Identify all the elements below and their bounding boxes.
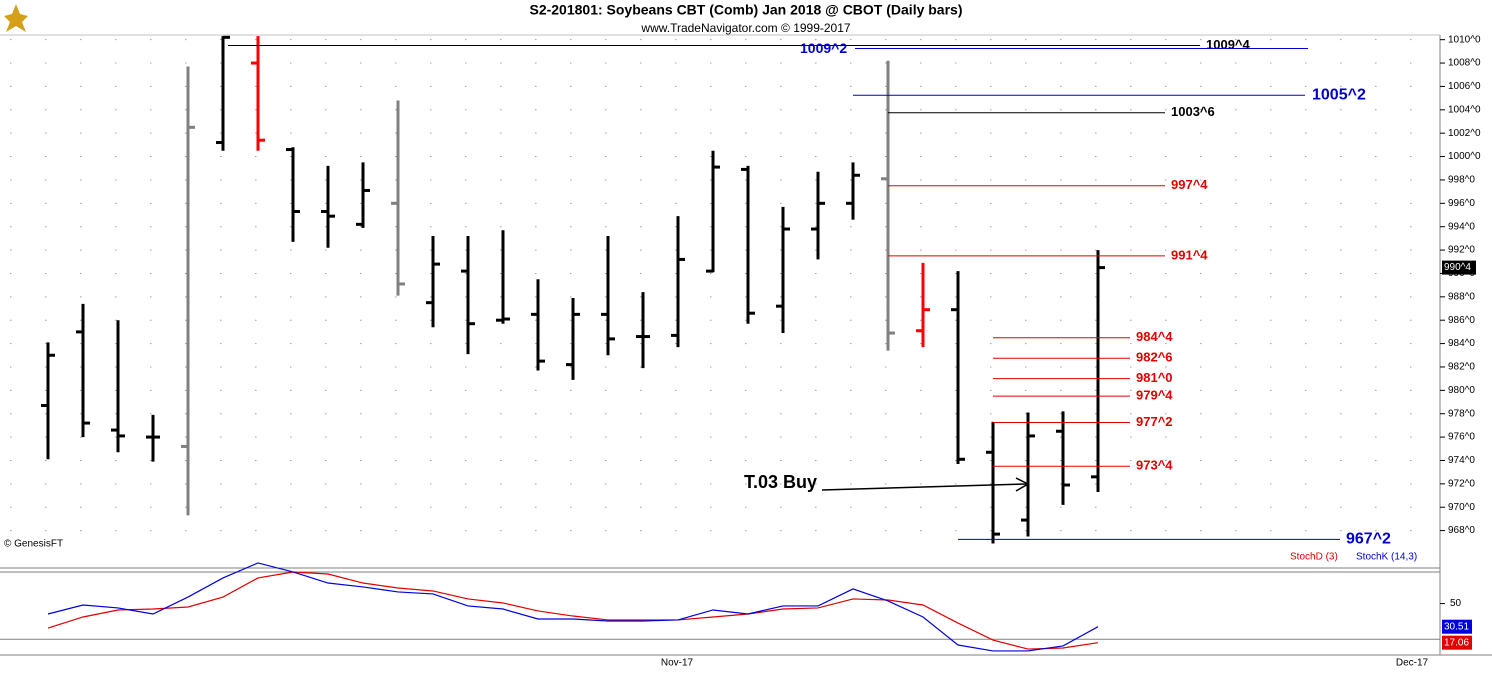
legend-label: StochK (14,3) — [1356, 552, 1417, 563]
y-tick-label: 992^0 — [1448, 245, 1475, 256]
chart-subtitle: www.TradeNavigator.com © 1999-2017 — [640, 21, 850, 35]
price-box-label: 990^4 — [1444, 262, 1471, 273]
level-label: 1005^2 — [1312, 86, 1366, 103]
value-box — [1442, 635, 1472, 650]
level-label: 982^6 — [1136, 350, 1173, 365]
annotation-arrow — [821, 483, 1027, 491]
level-label: 1003^6 — [1171, 104, 1215, 119]
price-box — [1442, 260, 1476, 275]
x-tick-label: Dec-17 — [1396, 658, 1429, 669]
level-label: 973^4 — [1136, 458, 1173, 473]
y-tick-label: 994^0 — [1448, 221, 1475, 232]
stoch-line — [47, 562, 1099, 652]
y-tick-label: 50 — [1450, 598, 1462, 609]
y-tick-label: 970^0 — [1448, 502, 1475, 513]
value-box-label: 17.06 — [1444, 637, 1469, 648]
level-label: 1009^4 — [1206, 37, 1251, 52]
legend-label: StochD (3) — [1290, 552, 1338, 563]
y-tick-label: 978^0 — [1448, 408, 1475, 419]
level-label: 979^4 — [1136, 388, 1173, 403]
y-tick-label: 984^0 — [1448, 338, 1475, 349]
y-tick-label: 1006^0 — [1448, 81, 1481, 92]
watermark: © GenesisFT — [4, 539, 63, 550]
level-label: 997^4 — [1171, 177, 1208, 192]
stoch-line — [47, 571, 1099, 650]
chart-title: S2-201801: Soybeans CBT (Comb) Jan 2018 … — [529, 2, 962, 18]
y-tick-label: 986^0 — [1448, 315, 1475, 326]
y-tick-label: 980^0 — [1448, 385, 1475, 396]
y-tick-label: 988^0 — [1448, 291, 1475, 302]
y-tick-label: 1008^0 — [1448, 58, 1481, 69]
value-box — [1442, 619, 1472, 634]
y-tick-label: 974^0 — [1448, 455, 1475, 466]
level-label: 981^0 — [1136, 370, 1173, 385]
y-tick-label: 1000^0 — [1448, 151, 1481, 162]
level-label: 977^2 — [1136, 414, 1173, 429]
y-tick-label: 996^0 — [1448, 198, 1475, 209]
arrow-head — [1015, 477, 1030, 492]
y-tick-label: 968^0 — [1448, 525, 1475, 536]
value-box-label: 30.51 — [1444, 621, 1469, 632]
x-tick-label: Nov-17 — [661, 658, 694, 669]
y-tick-label: 998^0 — [1448, 175, 1475, 186]
y-tick-label: 982^0 — [1448, 362, 1475, 373]
level-label: 991^4 — [1171, 247, 1208, 262]
annotation: T.03 Buy — [744, 472, 817, 492]
y-tick-label: 1004^0 — [1448, 104, 1481, 115]
y-tick-label: 972^0 — [1448, 478, 1475, 489]
y-tick-label: 976^0 — [1448, 432, 1475, 443]
y-tick-label: 1010^0 — [1448, 34, 1481, 45]
level-label: 984^4 — [1136, 329, 1173, 344]
y-tick-label: 1002^0 — [1448, 128, 1481, 139]
logo — [4, 4, 28, 32]
level-label: 967^2 — [1346, 531, 1391, 548]
level-label: 1009^2 — [800, 40, 847, 56]
